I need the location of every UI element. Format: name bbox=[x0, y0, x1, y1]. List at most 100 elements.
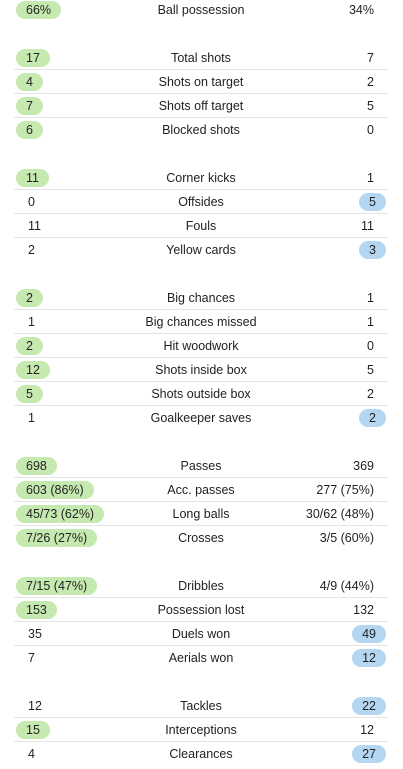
away-value: 2 bbox=[367, 387, 374, 401]
stat-row-shots-on-target: 4 Shots on target 2 bbox=[14, 70, 388, 94]
stat-row-shots-off-target: 7 Shots off target 5 bbox=[14, 94, 388, 118]
stat-label: Fouls bbox=[185, 219, 217, 233]
stat-label: Shots on target bbox=[158, 75, 244, 89]
home-value: 4 bbox=[28, 747, 35, 761]
home-value: 1 bbox=[28, 411, 35, 425]
stat-row-aerials-won: 7 Aerials won 12 bbox=[14, 646, 388, 670]
home-value: 698 bbox=[16, 457, 57, 475]
stat-row-acc-passes: 603 (86%) Acc. passes 277 (75%) bbox=[14, 478, 388, 502]
stat-label: Blocked shots bbox=[162, 123, 240, 137]
home-value: 45/73 (62%) bbox=[16, 505, 105, 523]
stat-row-total-shots: 17 Total shots 7 bbox=[14, 46, 388, 70]
away-value: 277 (75%) bbox=[316, 483, 374, 497]
home-value: 2 bbox=[16, 337, 43, 355]
stat-label: Shots outside box bbox=[151, 387, 251, 401]
home-value: 12 bbox=[28, 699, 42, 713]
away-value: 5 bbox=[367, 363, 374, 377]
stat-label: Dribbles bbox=[178, 579, 224, 593]
away-value: 0 bbox=[367, 123, 374, 137]
stat-label: Tackles bbox=[180, 699, 222, 713]
home-value: 7 bbox=[28, 651, 35, 665]
stat-row-offsides: 0 Offsides 5 bbox=[14, 190, 388, 214]
home-value: 5 bbox=[16, 385, 43, 403]
home-value: 603 (86%) bbox=[16, 481, 94, 499]
away-value: 2 bbox=[359, 409, 386, 427]
stat-row-shots-outside-box: 5 Shots outside box 2 bbox=[14, 382, 388, 406]
away-value: 3 bbox=[359, 241, 386, 259]
stat-label: Big chances missed bbox=[145, 315, 257, 329]
stat-label: Offsides bbox=[178, 195, 224, 209]
home-value: 6 bbox=[16, 121, 43, 139]
stat-row-big-chances-missed: 1 Big chances missed 1 bbox=[14, 310, 388, 334]
stat-label: Goalkeeper saves bbox=[150, 411, 252, 425]
stat-row-crosses: 7/26 (27%) Crosses 3/5 (60%) bbox=[14, 526, 388, 550]
stat-label: Acc. passes bbox=[167, 483, 235, 497]
away-value: 5 bbox=[367, 99, 374, 113]
stat-label: Shots inside box bbox=[155, 363, 247, 377]
away-value: 5 bbox=[359, 193, 386, 211]
away-value: 11 bbox=[361, 219, 374, 233]
home-value: 35 bbox=[28, 627, 42, 641]
away-value: 12 bbox=[360, 723, 374, 737]
home-value: 2 bbox=[16, 289, 43, 307]
stat-label: Big chances bbox=[166, 291, 236, 305]
away-value: 27 bbox=[352, 745, 386, 763]
stat-row-tackles: 12 Tackles 22 bbox=[14, 694, 388, 718]
home-value: 11 bbox=[16, 169, 49, 187]
away-value: 30/62 (48%) bbox=[305, 507, 374, 521]
stat-row-dribbles: 7/15 (47%) Dribbles 4/9 (44%) bbox=[14, 574, 388, 598]
home-value: 17 bbox=[16, 49, 50, 67]
home-value: 11 bbox=[28, 219, 41, 233]
stat-row-goalkeeper-saves: 1 Goalkeeper saves 2 bbox=[14, 406, 388, 430]
stat-label: Long balls bbox=[172, 507, 230, 521]
stat-label: Interceptions bbox=[165, 723, 237, 737]
stat-label: Crosses bbox=[178, 531, 224, 545]
stat-label: Aerials won bbox=[168, 651, 234, 665]
stat-label: Duels won bbox=[171, 627, 231, 641]
stat-row-yellow-cards: 2 Yellow cards 3 bbox=[14, 238, 388, 262]
home-value: 2 bbox=[28, 243, 35, 257]
home-value: 7/26 (27%) bbox=[16, 529, 98, 547]
away-value: 3/5 (60%) bbox=[319, 531, 374, 545]
stat-row-big-chances: 2 Big chances 1 bbox=[14, 286, 388, 310]
stat-row-corner-kicks: 11 Corner kicks 1 bbox=[14, 166, 388, 190]
away-value: 132 bbox=[353, 603, 374, 617]
away-value: 369 bbox=[353, 459, 374, 473]
away-value: 12 bbox=[352, 649, 386, 667]
home-value: 1 bbox=[28, 315, 35, 329]
stat-label: Passes bbox=[180, 459, 222, 473]
stat-row-fouls: 11 Fouls 11 bbox=[14, 214, 388, 238]
stat-row-hit-woodwork: 2 Hit woodwork 0 bbox=[14, 334, 388, 358]
stat-label: Hit woodwork bbox=[163, 339, 239, 353]
stat-label: Corner kicks bbox=[166, 171, 236, 185]
stat-label: Ball possession bbox=[157, 3, 245, 17]
away-value: 1 bbox=[367, 291, 374, 305]
stat-label: Possession lost bbox=[157, 603, 245, 617]
away-value: 22 bbox=[352, 697, 386, 715]
away-value: 34% bbox=[348, 3, 374, 17]
home-value: 66% bbox=[16, 1, 62, 19]
stat-row-passes: 698 Passes 369 bbox=[14, 454, 388, 478]
home-value: 153 bbox=[16, 601, 57, 619]
stat-label: Yellow cards bbox=[166, 243, 236, 257]
away-value: 1 bbox=[367, 315, 374, 329]
stat-label: Shots off target bbox=[158, 99, 244, 113]
away-value: 7 bbox=[367, 51, 374, 65]
home-value: 7 bbox=[16, 97, 43, 115]
away-value: 49 bbox=[352, 625, 386, 643]
stat-label: Total shots bbox=[171, 51, 231, 65]
stat-row-shots-inside-box: 12 Shots inside box 5 bbox=[14, 358, 388, 382]
home-value: 12 bbox=[16, 361, 50, 379]
away-value: 2 bbox=[367, 75, 374, 89]
away-value: 0 bbox=[367, 339, 374, 353]
stat-row-interceptions: 15 Interceptions 12 bbox=[14, 718, 388, 742]
away-value: 4/9 (44%) bbox=[319, 579, 374, 593]
away-value: 1 bbox=[367, 171, 374, 185]
home-value: 7/15 (47%) bbox=[16, 577, 98, 595]
stat-row-duels-won: 35 Duels won 49 bbox=[14, 622, 388, 646]
stat-row-long-balls: 45/73 (62%) Long balls 30/62 (48%) bbox=[14, 502, 388, 526]
home-value: 0 bbox=[28, 195, 35, 209]
home-value: 4 bbox=[16, 73, 43, 91]
home-value: 15 bbox=[16, 721, 50, 739]
